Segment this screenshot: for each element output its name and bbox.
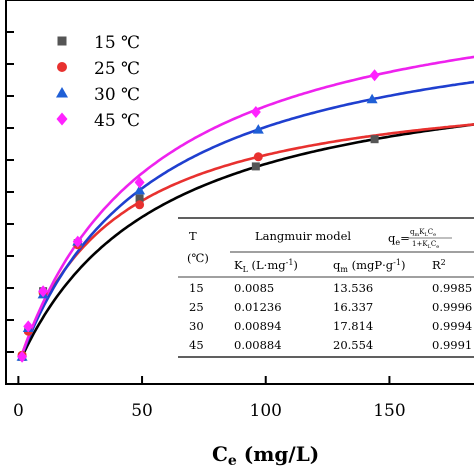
- table-cell-t: 45: [189, 338, 204, 352]
- table-background: [178, 216, 474, 359]
- x-tick-label: 100: [250, 401, 282, 421]
- plot-area: [5, 0, 474, 385]
- table-header-kl: KL (L·mg-1): [234, 258, 298, 274]
- table-cell-r2: 0.9985: [432, 281, 472, 295]
- table-cell-kl: 0.01236: [234, 300, 282, 314]
- data-point: [134, 184, 146, 195]
- legend-marker: [56, 112, 68, 126]
- data-point: [17, 350, 28, 363]
- table-model-title: Langmuir model: [255, 229, 351, 243]
- table-equation-denominator: 1+KLCe: [412, 240, 439, 250]
- table-cell-qm: 13.536: [333, 281, 373, 295]
- data-point: [252, 124, 264, 134]
- data-point: [72, 235, 83, 248]
- legend-marker: [57, 62, 67, 72]
- data-point: [38, 285, 49, 298]
- data-point: [370, 135, 379, 144]
- data-point: [135, 200, 145, 210]
- table-header-qm: qm (mgP·g-1): [333, 258, 405, 274]
- table-cell-kl: 0.00894: [234, 319, 282, 333]
- data-point: [366, 93, 378, 104]
- legend-label: 45 ℃: [94, 111, 140, 131]
- legend-label: 30 ℃: [94, 85, 140, 105]
- data-point: [134, 176, 145, 189]
- table-cell-qm: 20.554: [333, 338, 373, 352]
- data-point: [250, 106, 261, 118]
- fit-curves: [20, 55, 474, 358]
- table-cell-kl: 0.0085: [234, 281, 274, 295]
- table-cell-r2: 0.9994: [432, 319, 472, 333]
- y-axis-ticks: [6, 31, 14, 353]
- x-axis-ticks: [17, 376, 391, 384]
- fit-curve: [20, 55, 474, 355]
- data-point: [23, 320, 34, 333]
- legend-label: 25 ℃: [94, 59, 140, 79]
- table-cell-qm: 17.814: [333, 319, 373, 333]
- table-cell-t: 25: [189, 300, 204, 314]
- table-cell-r2: 0.9996: [432, 300, 472, 314]
- table-header-t: T: [189, 229, 197, 243]
- langmuir-parameter-table: T (℃) Langmuir model qe= qmKLCe 1+KLCe K…: [178, 216, 474, 359]
- x-tick-label: 0: [13, 401, 24, 421]
- legend-marker: [57, 36, 67, 46]
- x-axis-tick-labels: 0 50 100 150: [13, 401, 406, 421]
- x-tick-label: 50: [131, 401, 153, 421]
- x-axis-label: Ce (mg/L): [212, 442, 319, 469]
- fit-curve: [20, 123, 474, 358]
- legend-marker: [56, 87, 68, 98]
- table-equation-lhs: qe=: [388, 231, 410, 247]
- table-cell-qm: 16.337: [333, 300, 373, 314]
- table-equation-numerator: qmKLCe: [410, 228, 436, 238]
- table-cell-r2: 0.9991: [432, 338, 472, 352]
- table-header-r2: R2: [432, 258, 446, 272]
- fit-curve: [20, 80, 474, 356]
- table-rows: 15 0.0085 13.536 0.9985 25 0.01236 16.337 0.999…: [189, 281, 472, 352]
- fit-curve: [20, 123, 474, 355]
- data-point: [135, 194, 144, 203]
- table-cell-kl: 0.00884: [234, 338, 282, 352]
- x-tick-label: 150: [373, 401, 405, 421]
- legend: 15 ℃ 25 ℃ 30 ℃ 45 ℃: [56, 33, 140, 131]
- table-header-t-unit: (℃): [187, 251, 209, 265]
- data-point: [369, 69, 380, 82]
- table-cell-t: 15: [189, 281, 204, 295]
- legend-label: 15 ℃: [94, 33, 140, 53]
- data-point: [253, 152, 263, 162]
- table-cell-t: 30: [189, 319, 204, 333]
- data-point: [251, 162, 260, 171]
- data-points: [16, 69, 380, 363]
